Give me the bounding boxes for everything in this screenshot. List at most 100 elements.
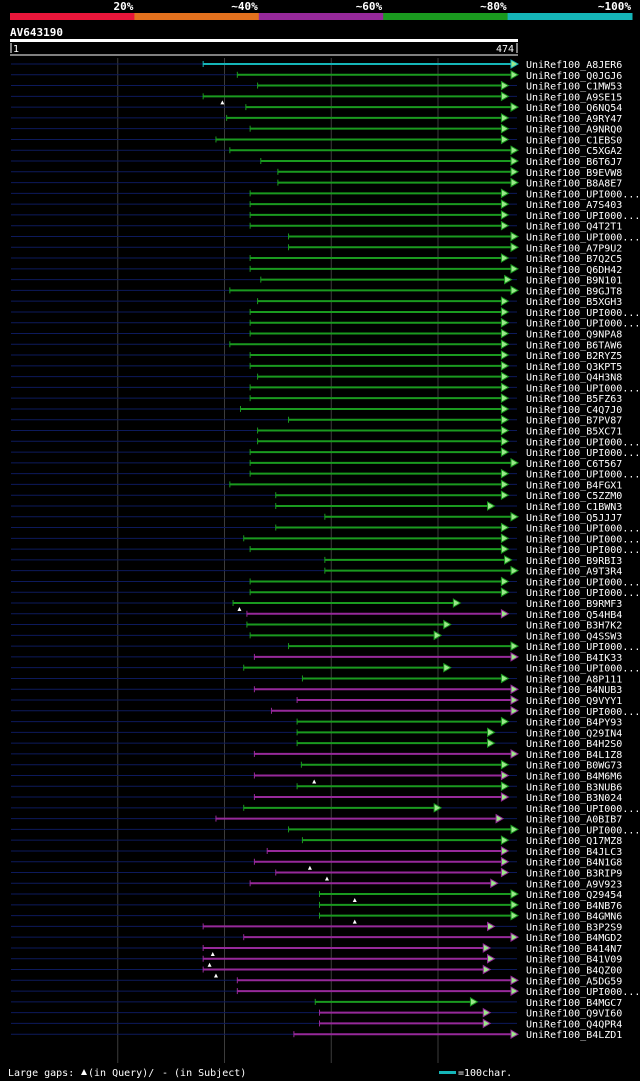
hit-label[interactable]: UniRef100_C5XGA2 (526, 146, 622, 157)
hit-label[interactable]: UniRef100_B2RYZ5 (526, 351, 622, 362)
hit-row[interactable]: UniRef100_Q29IN4 (11, 727, 622, 739)
hit-row[interactable]: UniRef100_B5FZ63 (11, 393, 622, 405)
hit-row[interactable]: UniRef100_B8A8E7 (11, 177, 622, 190)
hit-row[interactable]: UniRef100_A0BIB7 (11, 813, 622, 826)
hit-row[interactable]: UniRef100_B4GMN6 (11, 910, 622, 924)
hit-row[interactable]: UniRef100_B4H2S0 (11, 738, 622, 750)
hit-label[interactable]: UniRef100_B4GMN6 (526, 912, 622, 923)
hit-row[interactable]: UniRef100_B4NB76 (11, 899, 622, 912)
hit-row[interactable]: UniRef100_UPI000... (11, 587, 640, 599)
hit-label[interactable]: UniRef100_UPI000... (526, 383, 640, 394)
hit-label[interactable]: UniRef100_UPI000... (526, 642, 640, 653)
hit-row[interactable]: UniRef100_A7P9U2 (11, 242, 622, 254)
hit-label[interactable]: UniRef100_Q6NQ54 (526, 103, 622, 114)
hit-label[interactable]: UniRef100_UPI000... (526, 987, 640, 998)
hit-row[interactable]: UniRef100_B6T6J7 (11, 156, 622, 168)
hit-row[interactable]: UniRef100_UPI000... (11, 986, 640, 998)
hit-row[interactable]: UniRef100_UPI000... (11, 576, 640, 588)
hit-row[interactable]: UniRef100_B2RYZ5 (11, 350, 622, 362)
hit-row[interactable]: UniRef100_B4MGD2 (11, 932, 622, 944)
hit-row[interactable]: UniRef100_UPI000... (11, 802, 640, 815)
hit-row[interactable]: UniRef100_A9RY47 (11, 113, 622, 125)
hit-label[interactable]: UniRef100_B7Q2C5 (526, 254, 622, 265)
hit-label[interactable]: UniRef100_B4H2S0 (526, 739, 622, 750)
hit-label[interactable]: UniRef100_UPI000... (526, 189, 640, 200)
hit-row[interactable]: UniRef100_B9GJT8 (11, 285, 622, 297)
hit-row[interactable]: UniRef100_B41V09 (11, 953, 622, 967)
hit-label[interactable]: UniRef100_B3H7K2 (526, 621, 622, 632)
hit-row[interactable]: UniRef100_B3NUB6 (11, 781, 622, 793)
hit-row[interactable]: UniRef100_Q4H3N8 (11, 371, 622, 384)
hit-label[interactable]: UniRef100_UPI000... (526, 804, 640, 815)
hit-label[interactable]: UniRef100_B5FZ63 (526, 394, 622, 405)
hit-label[interactable]: UniRef100_Q29IN4 (526, 728, 622, 739)
hit-label[interactable]: UniRef100_B4PY93 (526, 718, 622, 729)
hit-label[interactable]: UniRef100_C5ZZM0 (526, 491, 622, 502)
hit-label[interactable]: UniRef100_Q6DH42 (526, 265, 622, 276)
hit-row[interactable]: UniRef100_Q9VYY1 (11, 695, 622, 707)
hit-row[interactable]: UniRef100_UPI000... (11, 824, 640, 836)
hit-label[interactable]: UniRef100_Q9NPA8 (526, 330, 622, 341)
hit-label[interactable]: UniRef100_B8A8E7 (526, 179, 622, 190)
hit-row[interactable]: UniRef100_C5ZZM0 (11, 490, 622, 502)
hit-label[interactable]: UniRef100_Q4SSW3 (526, 631, 622, 642)
hit-label[interactable]: UniRef100_UPI000... (526, 524, 640, 535)
hit-row[interactable]: UniRef100_UPI000... (11, 447, 640, 459)
hit-row[interactable]: UniRef100_Q9NPA8 (11, 328, 622, 341)
hit-label[interactable]: UniRef100_B9GJT8 (526, 286, 622, 297)
hit-label[interactable]: UniRef100_UPI000... (526, 545, 640, 556)
hit-label[interactable]: UniRef100_A0BIB7 (526, 815, 622, 826)
hit-label[interactable]: UniRef100_UPI000... (526, 448, 640, 459)
hit-label[interactable]: UniRef100_B4JLC3 (526, 847, 622, 858)
hit-row[interactable]: UniRef100_Q9VI60 (11, 1007, 622, 1020)
hit-row[interactable]: UniRef100_UPI000... (11, 544, 640, 556)
hit-row[interactable]: UniRef100_A7S403 (11, 199, 622, 211)
hit-label[interactable]: UniRef100_B4IK33 (526, 653, 622, 664)
hit-label[interactable]: UniRef100_B9RMF3 (526, 599, 622, 610)
hit-row[interactable]: UniRef100_Q4T2T1 (11, 220, 622, 233)
hit-row[interactable]: UniRef100_Q4QPR4 (11, 1018, 622, 1030)
hit-label[interactable]: UniRef100_A9SE15 (526, 92, 622, 103)
hit-label[interactable]: UniRef100_B3NUB6 (526, 782, 622, 793)
hit-row[interactable]: UniRef100_B4MGC7 (11, 996, 622, 1009)
hit-row[interactable]: UniRef100_B4L1Z8 (11, 749, 622, 761)
hit-label[interactable]: UniRef100_Q5JJJ7 (526, 513, 622, 524)
hit-label[interactable]: UniRef100_B414N7 (526, 944, 622, 955)
hit-label[interactable]: UniRef100_B4NB76 (526, 901, 622, 912)
hit-row[interactable]: UniRef100_UPI000... (11, 436, 640, 448)
hit-label[interactable]: UniRef100_A9NRQ0 (526, 125, 622, 136)
hit-row[interactable]: UniRef100_Q17MZ8 (11, 835, 622, 847)
hit-label[interactable]: UniRef100_A9RY47 (526, 114, 622, 125)
hit-row[interactable]: UniRef100_C1EBS0 (11, 134, 622, 146)
hit-label[interactable]: UniRef100_C1EBS0 (526, 135, 622, 146)
hit-label[interactable]: UniRef100_B4N1G8 (526, 858, 622, 869)
hit-row[interactable]: UniRef100_B4NUB3 (11, 684, 622, 696)
hit-label[interactable]: UniRef100_B7PV87 (526, 416, 622, 427)
hit-label[interactable]: UniRef100_B4L1Z8 (526, 750, 622, 761)
hit-row[interactable]: UniRef100_B7PV87 (11, 414, 622, 427)
hit-row[interactable]: UniRef100_B9RMF3 (11, 598, 622, 611)
hit-label[interactable]: UniRef100_B0WG73 (526, 761, 622, 772)
hit-row[interactable]: UniRef100_Q5JJJ7 (11, 511, 622, 524)
hit-label[interactable]: UniRef100_C1MW53 (526, 82, 622, 93)
hit-row[interactable]: UniRef100_Q29454 (11, 889, 622, 903)
hit-row[interactable]: UniRef100_UPI000... (11, 468, 640, 481)
hit-label[interactable]: UniRef100_B4MGD2 (526, 933, 622, 944)
hit-row[interactable]: UniRef100_B4N1G8 (11, 856, 622, 870)
hit-label[interactable]: UniRef100_A7P9U2 (526, 243, 622, 254)
hit-row[interactable]: UniRef100_B4JLC3 (11, 846, 622, 858)
hit-label[interactable]: UniRef100_Q4QPR4 (526, 1019, 622, 1030)
hit-label[interactable]: UniRef100_Q29454 (526, 890, 622, 901)
hit-label[interactable]: UniRef100_B3RIP9 (526, 869, 622, 880)
hit-label[interactable]: UniRef100_B9EVW8 (526, 168, 622, 179)
hit-label[interactable]: UniRef100_A8P111 (526, 674, 622, 685)
hit-label[interactable]: UniRef100_UPI000... (526, 825, 640, 836)
hit-label[interactable]: UniRef100_UPI000... (526, 470, 640, 481)
hit-row[interactable]: UniRef100_A9NRQ0 (11, 123, 622, 136)
hit-row[interactable]: UniRef100_B4LZD1 (11, 1029, 622, 1041)
hit-row[interactable]: UniRef100_A9SE15 (11, 91, 622, 105)
hit-row[interactable]: UniRef100_C1BWN3 (11, 501, 622, 513)
hit-row[interactable]: UniRef100_Q0JGJ6 (11, 69, 622, 82)
hit-label[interactable]: UniRef100_Q4H3N8 (526, 373, 622, 384)
hit-label[interactable]: UniRef100_A9T3R4 (526, 567, 622, 578)
